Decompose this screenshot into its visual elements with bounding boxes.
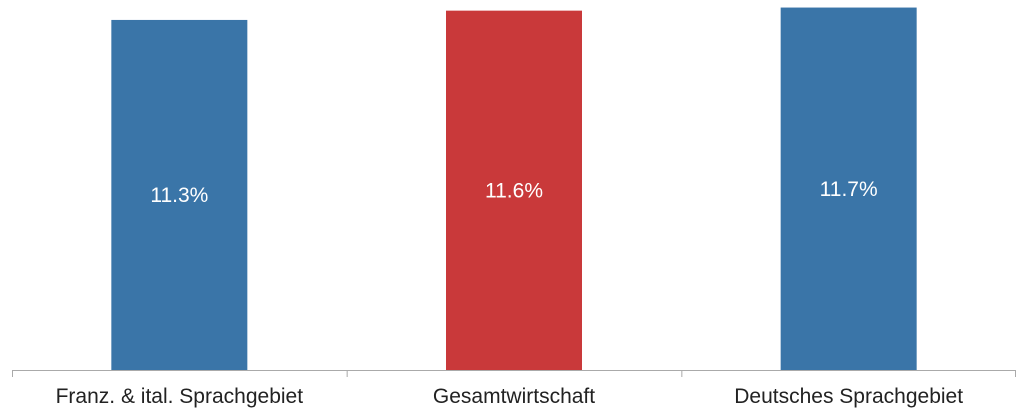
bar-value-label-1: 11.6%: [485, 179, 543, 202]
bars-group: [111, 7, 917, 370]
bar-1: [446, 10, 582, 370]
value-labels-group: 11.3% 11.6% 11.7%: [150, 178, 877, 207]
category-label-1: Gesamtwirtschaft: [433, 385, 595, 408]
x-axis-ticks: [12, 370, 1016, 377]
category-labels-group: Franz. & ital. Sprachgebiet Gesamtwirtsch…: [56, 385, 964, 408]
bar-value-label-0: 11.3%: [150, 184, 208, 207]
bar-value-label-2: 11.7%: [820, 178, 878, 201]
bar-2: [780, 7, 917, 370]
category-label-0: Franz. & ital. Sprachgebiet: [56, 385, 304, 408]
bar-0: [111, 19, 248, 370]
category-label-2: Deutsches Sprachgebiet: [734, 385, 963, 408]
